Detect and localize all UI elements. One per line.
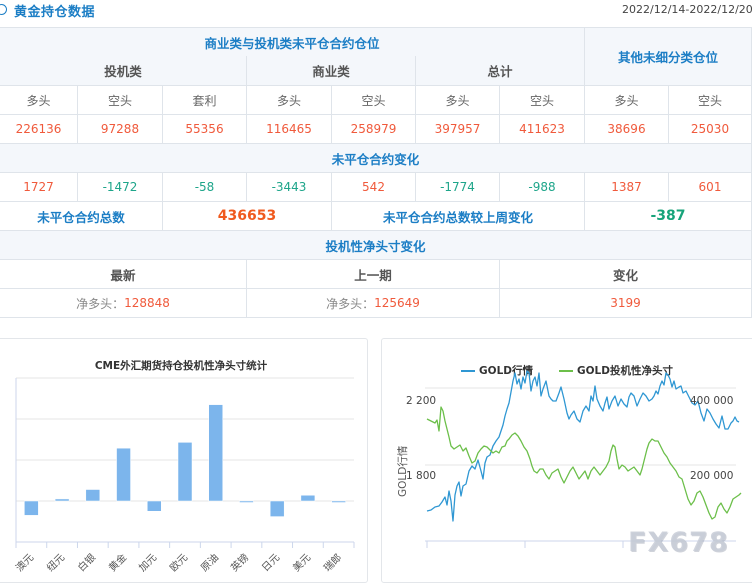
net-previous-cell: 净多头： 125649 [247, 289, 500, 318]
change-value-cell: -1472 [78, 173, 163, 202]
total-label-cell: 未平仓合约总数 [0, 202, 163, 231]
net-long-value: 125649 [374, 296, 420, 310]
gold-price-line[interactable] [426, 370, 740, 522]
net-change-cell: 3199 [500, 289, 752, 318]
line-chart [425, 370, 742, 548]
right-axis-tick-bottom: 200 000 [690, 470, 734, 482]
group-header-cell: 商业类与投机类未平仓合约仓位 [0, 27, 585, 57]
other-header-cell: 其他未细分类仓位 [585, 27, 752, 86]
bar-8[interactable] [269, 500, 285, 517]
column-header-cell: 空头 [500, 86, 585, 115]
section-header: 黄金持仓数据 2022/12/14-2022/12/20 [0, 0, 752, 27]
position-value-cell: 116465 [247, 115, 332, 144]
line-chart-panel: GOLD行情 GOLD投机性净头寸 2 200 1 800 400 000 20… [381, 338, 752, 583]
gold-net-position-line[interactable] [426, 406, 742, 520]
watermark: FX678 [628, 527, 729, 558]
legend-item-gold-price[interactable]: GOLD行情 [461, 363, 533, 378]
change-value-cell: -3443 [247, 173, 332, 202]
legend-line-icon [461, 369, 476, 372]
position-value-cell: 38696 [585, 115, 669, 144]
total-change-value-cell: -387 [585, 202, 752, 231]
bar-10[interactable] [331, 500, 346, 503]
bar-9[interactable] [300, 495, 316, 502]
subgroup-header-cell: 总计 [416, 56, 585, 86]
left-axis-tick-bottom: 1 800 [406, 470, 437, 482]
position-value-cell: 25030 [669, 115, 752, 144]
column-header-cell: 多头 [0, 86, 78, 115]
change-value-cell: -1774 [416, 173, 500, 202]
line-chart-legend: GOLD行情 GOLD投机性净头寸 [382, 363, 752, 378]
change-value-cell: -988 [500, 173, 585, 202]
net-long-value: 128848 [124, 296, 170, 310]
position-value-cell: 55356 [163, 115, 247, 144]
change-value-cell: 542 [332, 173, 416, 202]
bar-chart-panel: CME外汇期货持仓投机性净头寸统计 澳元 纽元 白银 黄金 加元 欧元 原油 英镑 日元 美元 瑞郎 [0, 338, 368, 583]
right-axis-tick-top: 400 000 [690, 395, 734, 407]
column-header-cell: 套利 [163, 86, 247, 115]
net-header-cell: 投机性净头寸变化 [0, 231, 752, 260]
change-value-cell: 601 [669, 173, 752, 202]
net-long-label: 净多头： [326, 296, 375, 311]
total-change-label-cell: 未平仓合约总数较上周变化 [332, 202, 585, 231]
net-column-header-cell: 上一期 [247, 260, 500, 289]
change-header-cell: 未平仓合约变化 [0, 144, 752, 173]
position-value-cell: 411623 [500, 115, 585, 144]
position-value-cell: 258979 [332, 115, 416, 144]
bar-2[interactable] [85, 489, 101, 502]
change-value-cell: 1727 [0, 173, 78, 202]
legend-item-gold-net[interactable]: GOLD投机性净头寸 [559, 363, 673, 378]
bar-chart [15, 377, 355, 548]
net-latest-cell: 净多头： 128848 [0, 289, 247, 318]
change-value-cell: -58 [163, 173, 247, 202]
column-header-cell: 空头 [669, 86, 752, 115]
change-value-cell: 1387 [585, 173, 669, 202]
net-column-header-cell: 最新 [0, 260, 247, 289]
position-value-cell: 397957 [416, 115, 500, 144]
bar-6[interactable] [208, 404, 223, 502]
section-title: 黄金持仓数据 [14, 5, 96, 20]
bar-5[interactable] [177, 442, 193, 502]
net-long-label: 净多头： [76, 296, 125, 311]
subgroup-header-cell: 投机类 [0, 56, 247, 86]
bar-1[interactable] [54, 498, 70, 502]
left-axis-title: GOLD行情 [397, 445, 409, 497]
bar-3[interactable] [116, 447, 131, 502]
column-header-cell: 空头 [332, 86, 416, 115]
circle-bullet-icon [0, 4, 7, 15]
bar-0[interactable] [24, 500, 39, 516]
left-axis-tick-top: 2 200 [406, 395, 437, 407]
column-header-cell: 空头 [78, 86, 163, 115]
legend-line-icon [559, 369, 573, 372]
column-header-cell: 多头 [416, 86, 500, 115]
bar-4[interactable] [147, 500, 162, 512]
position-value-cell: 226136 [0, 115, 78, 144]
column-header-cell: 多头 [585, 86, 669, 115]
date-range: 2022/12/14-2022/12/20 [622, 3, 752, 16]
subgroup-header-cell: 商业类 [247, 56, 416, 86]
bar-7[interactable] [239, 500, 254, 503]
bar-chart-title: CME外汇期货持仓投机性净头寸统计 [94, 360, 268, 372]
net-column-header-cell: 变化 [500, 260, 752, 289]
column-header-cell: 多头 [247, 86, 332, 115]
total-value-cell: 436653 [163, 202, 332, 231]
position-value-cell: 97288 [78, 115, 163, 144]
